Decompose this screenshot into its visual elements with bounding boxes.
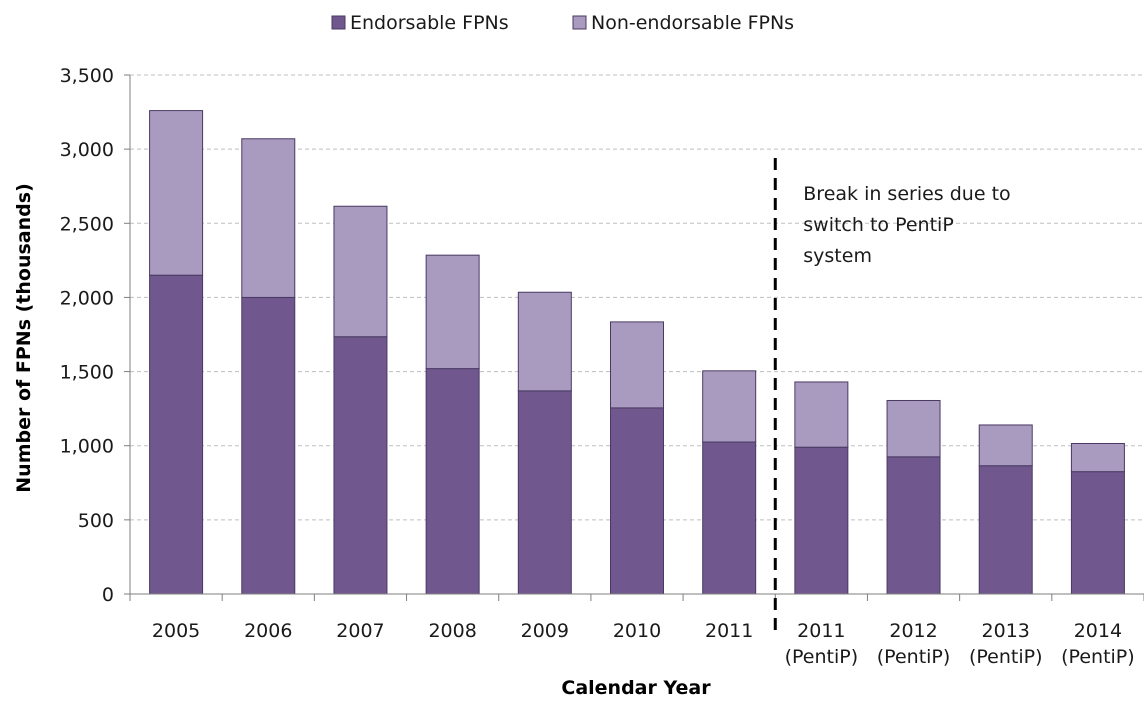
bar-non-endorsable	[518, 292, 571, 391]
bar-endorsable	[703, 442, 756, 594]
legend-label-non-endorsable: Non-endorsable FPNs	[591, 12, 794, 34]
bar-endorsable	[334, 337, 387, 594]
x-axis-title: Calendar Year	[561, 677, 711, 699]
y-axis-title: Number of FPNs (thousands)	[13, 183, 35, 492]
x-tick-label: 2007	[336, 620, 384, 642]
bar-non-endorsable	[887, 400, 940, 456]
break-annotation: Break in series due to switch to PentiP sy…	[803, 183, 1010, 267]
bar-non-endorsable	[1071, 443, 1124, 471]
bar-endorsable	[518, 391, 571, 594]
legend-swatch-endorsable	[332, 16, 345, 29]
bar-non-endorsable	[611, 322, 664, 408]
bar-endorsable	[242, 297, 295, 594]
legend-label-endorsable: Endorsable FPNs	[350, 12, 509, 34]
bar-non-endorsable	[426, 255, 479, 368]
y-tick-labels: 0 500 1,000 1,500 2,000 2,500 3,000 3,500	[60, 65, 114, 606]
bar-non-endorsable	[703, 371, 756, 442]
x-tick-label: 2011	[705, 620, 753, 642]
bar-non-endorsable	[150, 111, 203, 276]
legend-swatch-non-endorsable	[573, 16, 586, 29]
bar-endorsable	[795, 447, 848, 594]
x-tick-label: 2009	[521, 620, 569, 642]
x-tick-label: 2005	[152, 620, 200, 642]
bar-endorsable	[1071, 472, 1124, 594]
x-tick-label: 2011 (PentiP)	[785, 620, 859, 668]
bar-non-endorsable	[242, 139, 295, 298]
y-tick-label: 500	[78, 510, 114, 532]
y-tick-label: 2,500	[60, 213, 114, 235]
y-tick-label: 0	[102, 584, 114, 606]
y-tick-label: 3,500	[60, 65, 114, 87]
x-tick-labels: 2005 2006 2007 2008 2009 2010 2011 2011 (PentiP)…	[152, 620, 1135, 668]
x-tick-label: 2010	[613, 620, 661, 642]
x-tick-label: 2008	[428, 620, 476, 642]
bar-non-endorsable	[334, 206, 387, 336]
bar-non-endorsable	[979, 425, 1032, 466]
y-tick-label: 1,000	[60, 436, 114, 458]
bar-endorsable	[887, 457, 940, 594]
x-tick-label: 2014 (PentiP)	[1061, 620, 1135, 668]
y-tick-label: 1,500	[60, 362, 114, 384]
x-tick-label: 2006	[244, 620, 292, 642]
bar-endorsable	[611, 408, 664, 594]
legend: Endorsable FPNs Non-endorsable FPNs	[332, 12, 794, 34]
bar-endorsable	[979, 466, 1032, 594]
bar-non-endorsable	[795, 382, 848, 447]
bar-endorsable	[150, 275, 203, 594]
y-tick-label: 2,000	[60, 287, 114, 309]
y-tick-label: 3,000	[60, 139, 114, 161]
x-tick-label: 2012 (PentiP)	[877, 620, 951, 668]
bar-endorsable	[426, 369, 479, 594]
x-tick-label: 2013 (PentiP)	[969, 620, 1043, 668]
